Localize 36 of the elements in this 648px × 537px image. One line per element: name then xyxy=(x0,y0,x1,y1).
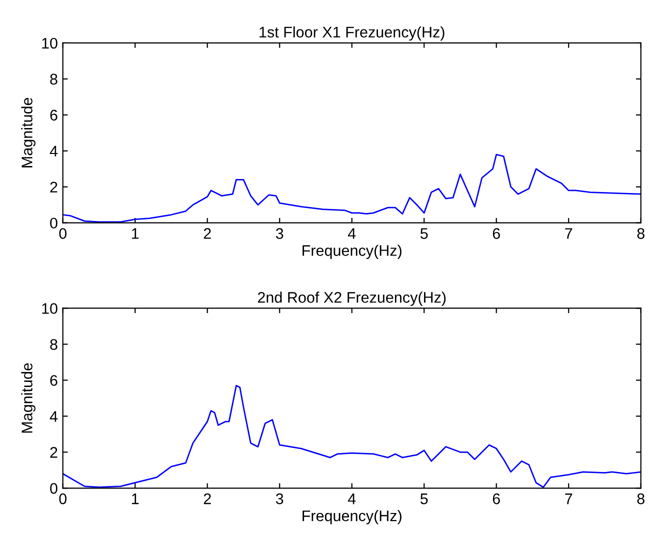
x-tick-label: 5 xyxy=(420,228,428,239)
x-tick-label: 1 xyxy=(132,228,139,239)
x-axis-title: Frequency(Hz) xyxy=(302,244,402,259)
x-tick-label: 2 xyxy=(204,228,211,239)
y-axis-title: Magnitude xyxy=(21,363,36,433)
x-tick-label: 6 xyxy=(492,493,500,504)
x-tick-label: 3 xyxy=(276,493,284,504)
x-tick-label: 2 xyxy=(204,493,211,504)
x-tick-label: 4 xyxy=(348,228,356,239)
y-tick-label: 2 xyxy=(50,447,58,458)
chart-title: 1st Floor X1 Frezuency(Hz) xyxy=(260,26,444,41)
x-tick-label: 0 xyxy=(59,228,67,239)
x-axis-title: Frequency(Hz) xyxy=(302,510,402,524)
y-axis-title: Magnitude xyxy=(21,98,36,168)
x-tick-label: 1 xyxy=(132,494,139,504)
y-tick-label: 6 xyxy=(50,375,58,386)
y-tick-label: 4 xyxy=(50,411,58,422)
y-tick-label: 0 xyxy=(50,218,58,229)
x-tick-label: 5 xyxy=(420,494,428,504)
y-tick-label: 6 xyxy=(50,110,58,121)
x-tick-label: 7 xyxy=(565,228,572,239)
x-tick-label: 0 xyxy=(59,493,67,504)
y-tick-label: 10 xyxy=(42,303,58,314)
x-tick-label: 6 xyxy=(492,228,500,239)
y-tick-label: 8 xyxy=(50,339,58,350)
x-tick-label: 8 xyxy=(637,228,644,239)
y-tick-label: 0 xyxy=(50,483,58,494)
chart-title: 2nd Roof X2 Frezuency(Hz) xyxy=(258,292,446,306)
x-tick-label: 8 xyxy=(637,493,644,504)
y-tick-label: 10 xyxy=(42,38,58,49)
x-tick-label: 4 xyxy=(348,494,356,504)
y-tick-label: 2 xyxy=(50,182,58,192)
x-tick-label: 3 xyxy=(276,228,284,239)
y-tick-label: 8 xyxy=(50,74,58,85)
x-tick-label: 7 xyxy=(565,494,572,504)
y-tick-label: 4 xyxy=(50,146,58,156)
